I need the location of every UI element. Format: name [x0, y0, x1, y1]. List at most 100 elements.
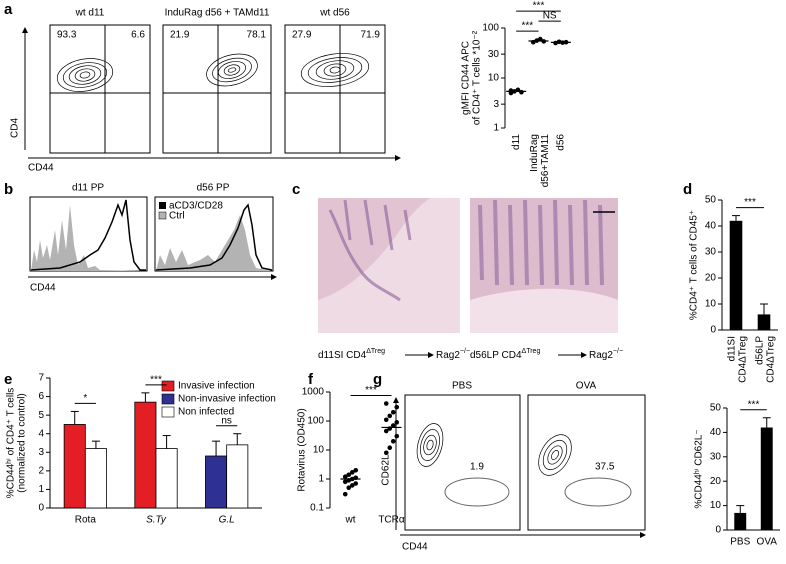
caption-sup: −/− — [613, 348, 623, 355]
y-axis-label: %CD4⁺ T cells of CD45⁺ — [689, 210, 700, 320]
y-tick-label: 10 — [705, 299, 717, 310]
axis-label: CD4 — [10, 118, 21, 138]
significance-label: *** — [533, 1, 545, 12]
axis-label: CD62L — [381, 454, 392, 486]
plot-title: d56 PP — [197, 183, 230, 194]
y-tick-label: 100 — [307, 416, 324, 427]
flow-plots-g: PBS OVA 1.9 37.5 CD62L CD44 — [381, 381, 646, 553]
data-point — [390, 438, 396, 444]
y-tick-label: 1 — [493, 123, 499, 134]
x-tick-label: d56LP — [755, 336, 766, 365]
y-tick-label: 10 — [710, 500, 722, 511]
plot-title: wt d56 — [319, 8, 350, 19]
panel-label: d — [683, 181, 692, 198]
panel-label: b — [4, 181, 13, 198]
gate-value: 37.5 — [595, 462, 615, 473]
significance-label: *** — [365, 385, 377, 396]
gate-value: 1.9 — [470, 462, 484, 473]
y-tick-label: 1000 — [302, 387, 325, 398]
x-tick-label: d11SI — [727, 336, 738, 361]
data-point — [342, 491, 348, 497]
x-tick-label: S.Ty — [146, 515, 167, 526]
y-tick-label: 4 — [38, 428, 44, 439]
legend-label: Ctrl — [169, 211, 185, 222]
x-tick-label: G.L — [219, 515, 235, 526]
caption-sup: ΔTreg — [366, 348, 385, 355]
caption-sup: −/− — [460, 348, 470, 355]
data-point — [394, 420, 400, 425]
data-point — [394, 433, 400, 439]
panel-label: g — [373, 371, 382, 388]
significance-label: *** — [150, 374, 162, 385]
y-tick-label: 50 — [705, 195, 717, 206]
caption-text: Rag2 — [589, 350, 613, 361]
caption-text: d56LP CD4 — [470, 350, 522, 361]
histograms-b: d11 PP d56 PP aCD3/CD28 Ctrl CD44 — [28, 183, 277, 294]
y-tick-label: 30 — [488, 49, 500, 60]
y-tick-label: 3 — [38, 447, 44, 458]
significance-label: *** — [744, 197, 756, 208]
panel-label: a — [4, 1, 13, 18]
y-axis-label: (normalized to control) — [17, 393, 28, 492]
caption-text: Rag2 — [436, 350, 460, 361]
bar — [134, 401, 157, 509]
quadrant-value: 21.9 — [170, 30, 190, 41]
data-point — [353, 481, 359, 486]
quadrant-value: 78.1 — [247, 30, 267, 41]
x-tick-sublabel: d56+TAM11 — [540, 134, 551, 188]
data-point — [394, 404, 400, 410]
bar — [205, 455, 228, 509]
data-point — [537, 36, 543, 42]
y-axis-label: of CD4⁺ T cells *10⁻² — [472, 30, 483, 125]
significance-label: *** — [748, 399, 760, 410]
significance-label: NS — [543, 11, 557, 22]
y-tick-label: 1 — [38, 484, 44, 495]
quadrant-value: 71.9 — [361, 30, 381, 41]
significance-label: * — [83, 393, 87, 404]
y-tick-label: 20 — [710, 476, 722, 487]
data-point — [390, 423, 396, 428]
x-tick-label: OVA — [757, 537, 778, 548]
y-tick-label: 30 — [705, 247, 717, 258]
data-point — [342, 474, 348, 480]
y-axis-label: gMFI CD44 APC — [461, 41, 472, 115]
caption: d56LP CD4ΔTreg — [470, 348, 540, 361]
legend-swatch — [161, 393, 175, 405]
bar — [84, 448, 107, 509]
data-point — [508, 88, 514, 93]
bar — [757, 314, 771, 330]
y-tick-label: 100 — [482, 23, 499, 34]
data-point — [342, 479, 348, 485]
plot-title: wt d11 — [75, 8, 105, 19]
y-tick-label: 50 — [710, 403, 722, 414]
bar — [760, 427, 773, 530]
legend-label: Non-invasive infection — [178, 394, 276, 405]
x-tick-label: InduRag — [529, 134, 540, 172]
y-tick-label: 3 — [493, 99, 499, 110]
x-tick-sublabel: CD4ΔTreg — [766, 336, 777, 383]
axis-label: CD44 — [28, 163, 54, 174]
y-axis-label: Rotavirus (OD450) — [297, 408, 308, 491]
histology-c: d11SI CD4ΔTreg Rag2−/− d56LP CD4ΔTreg Ra… — [318, 198, 623, 361]
flow-plots-a: wt d11 InduRag d56 + TAMd11 wt d56 93.3 … — [10, 8, 401, 174]
y-tick-label: 0.1 — [310, 503, 324, 514]
data-point — [383, 428, 389, 434]
quadrant-value: 27.9 — [292, 30, 312, 41]
caption-text: d11SI CD4 — [318, 350, 367, 361]
y-tick-label: 1 — [318, 474, 324, 485]
data-point — [353, 467, 359, 473]
y-axis-label: %CD44ʰⁱ CD62L⁻ — [694, 429, 705, 508]
significance-label: ns — [221, 415, 232, 426]
axis-label: CD44 — [30, 283, 56, 294]
plot-title: InduRag d56 + TAMd11 — [165, 8, 270, 19]
x-tick-sublabel: CD4ΔTreg — [738, 336, 749, 383]
bar — [729, 220, 743, 330]
data-point — [519, 89, 524, 95]
x-tick-label: d56 — [555, 134, 566, 151]
plot-title: PBS — [452, 381, 472, 392]
data-point — [387, 413, 393, 419]
data-point — [390, 409, 396, 415]
y-tick-label: 7 — [38, 373, 44, 384]
quadrant-value: 6.6 — [131, 30, 145, 41]
